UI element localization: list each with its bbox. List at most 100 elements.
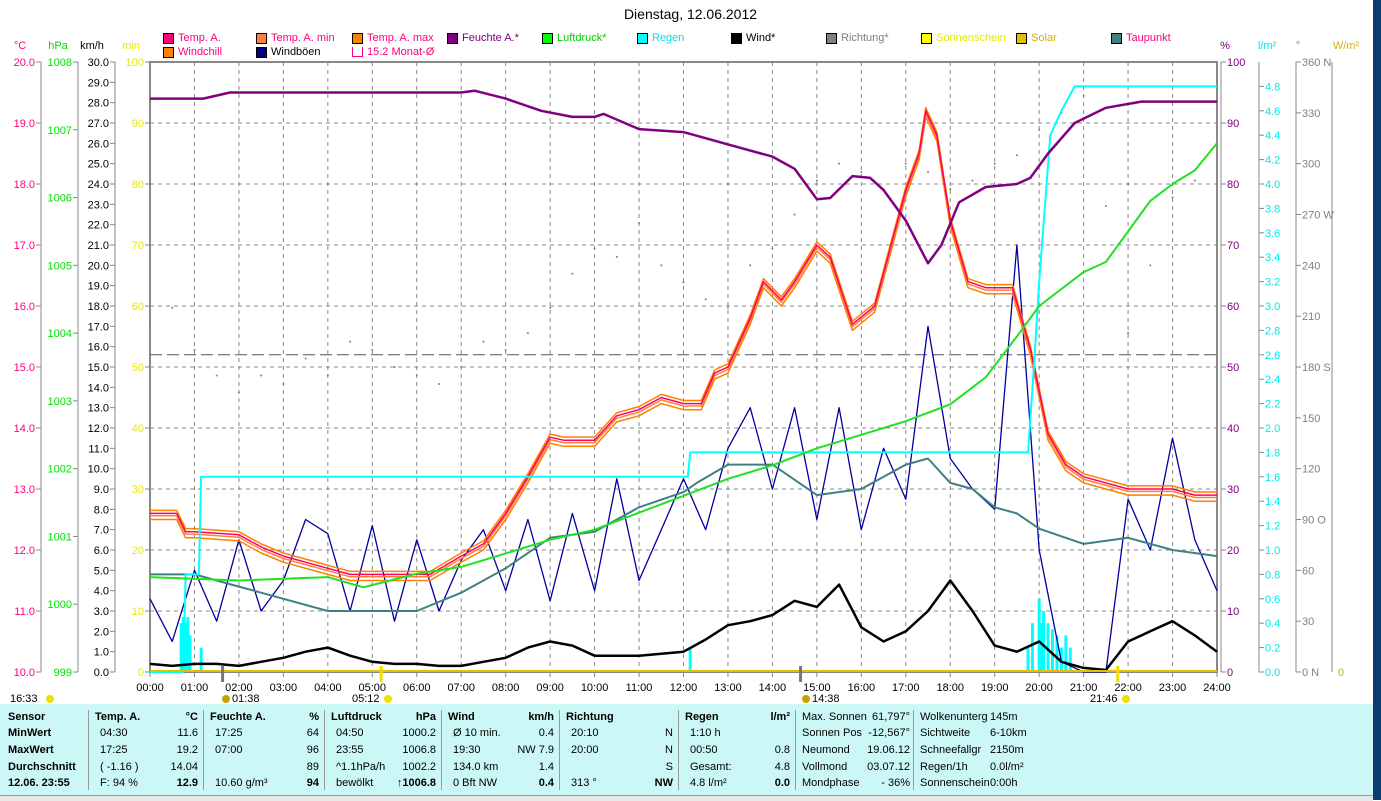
- dir-tick-label: 0 N: [1302, 667, 1319, 679]
- legend-item[interactable]: Windböen: [256, 46, 321, 58]
- direction-dot: [815, 179, 818, 182]
- legend-item[interactable]: Temp. A. max: [352, 32, 434, 44]
- direction-dot: [415, 374, 418, 377]
- rain-bar: [1068, 647, 1072, 672]
- sun-label: Sonnen Pos: [802, 727, 862, 739]
- legend-item[interactable]: Temp. A.: [163, 32, 221, 44]
- wind-tick-label: 2.0: [94, 626, 109, 638]
- legend-item[interactable]: Luftdruck*: [542, 32, 607, 44]
- legend-label: Richtung*: [841, 32, 889, 44]
- legend-item[interactable]: Sonnenschein: [921, 32, 1006, 44]
- sunmin-tick-label: 90: [132, 118, 144, 130]
- legend-swatch: [1111, 32, 1122, 44]
- x-tick-label: 10:00: [581, 682, 609, 694]
- column-cell-value: 1002.2: [402, 761, 436, 773]
- wind-tick-label: 3.0: [94, 606, 109, 618]
- column-cell-label: 0 Bft NW: [453, 777, 498, 789]
- event-time: 05:12: [352, 693, 380, 704]
- legend-item[interactable]: Solar: [1016, 32, 1057, 44]
- column-cell-label: 10.60 g/m³: [215, 777, 268, 789]
- moonset-icon: [802, 695, 810, 703]
- column-cell-label: 1:10 h: [690, 727, 721, 739]
- desktop-background: [1373, 0, 1381, 800]
- x-tick-label: 20:00: [1025, 682, 1053, 694]
- direction-dot: [927, 171, 930, 174]
- wind-tick-label: 6.0: [94, 545, 109, 557]
- event-time: 16:33: [10, 693, 38, 704]
- column-cell-label: Ø 10 min.: [453, 727, 501, 739]
- column-cell-label: 4.8 l/m²: [690, 777, 727, 789]
- x-tick-label: 09:00: [536, 682, 564, 694]
- sunmin-tick-label: 50: [132, 362, 144, 374]
- legend-swatch: [352, 47, 363, 57]
- legend-item[interactable]: Regen: [637, 32, 684, 44]
- x-tick-label: 14:00: [759, 682, 787, 694]
- hum-tick-label: 100: [1227, 57, 1245, 69]
- x-tick-label: 21:00: [1070, 682, 1098, 694]
- direction-dot: [549, 306, 552, 309]
- temp-tick-label: 15.0: [14, 362, 35, 374]
- rain-tick-label: 1.6: [1265, 472, 1280, 484]
- column-cell-value: 14.04: [170, 761, 198, 773]
- legend-item[interactable]: Temp. A. min: [256, 32, 335, 44]
- direction-dot: [949, 188, 952, 191]
- legend-item[interactable]: Richtung*: [826, 32, 889, 44]
- wind-tick-label: 5.0: [94, 565, 109, 577]
- wind-tick-label: 9.0: [94, 484, 109, 496]
- column-cell-value: 11.6: [177, 727, 198, 739]
- rain-tick-label: 1.0: [1265, 545, 1280, 557]
- sunmin-tick-label: 20: [132, 545, 144, 557]
- column-header: Feuchte A.: [210, 711, 266, 723]
- press-axis-unit: hPa: [48, 40, 68, 52]
- rain-bar: [186, 617, 190, 672]
- event-time: 21:46: [1090, 693, 1118, 704]
- rain-tick-label: 0.0: [1265, 667, 1280, 679]
- legend-item[interactable]: Feuchte A.*: [447, 32, 519, 44]
- direction-dot: [526, 332, 529, 335]
- hum-axis-unit: %: [1220, 40, 1230, 52]
- x-tick-label: 16:00: [848, 682, 876, 694]
- x-tick-label: 08:00: [492, 682, 520, 694]
- direction-dot: [660, 264, 663, 267]
- column-cell-label: 20:00: [571, 744, 599, 756]
- wind-tick-label: 28.0: [88, 98, 109, 110]
- press-tick-label: 1002: [48, 464, 72, 476]
- wind-tick-label: 16.0: [88, 342, 109, 354]
- rain-tick-label: 3.0: [1265, 301, 1280, 313]
- rain-bar: [184, 623, 188, 672]
- direction-dot: [1082, 94, 1085, 97]
- windchill-series-line: [150, 116, 1217, 582]
- legend-item[interactable]: Windchill: [163, 46, 222, 58]
- legend-item[interactable]: 15.2 Monat-Ø: [352, 46, 434, 58]
- column-unit: hPa: [415, 711, 436, 723]
- rain-tick-label: 2.8: [1265, 325, 1280, 337]
- legend-label: Windböen: [271, 46, 321, 58]
- direction-dot: [260, 374, 263, 377]
- sensor-row-label: Durchschnitt: [8, 761, 76, 773]
- column-cell-value: 89: [306, 761, 319, 773]
- x-tick-label: 17:00: [892, 682, 920, 694]
- hum-tick-label: 60: [1227, 301, 1239, 313]
- rain-bar: [1064, 635, 1068, 672]
- column-cell-value: 64: [306, 727, 319, 739]
- weather-label: Sichtweite: [920, 727, 971, 739]
- legend-item[interactable]: Taupunkt: [1111, 32, 1171, 44]
- column-cell-value: 0.0: [774, 777, 790, 789]
- dir-tick-label: 30: [1302, 616, 1314, 628]
- sunmin-tick-label: 60: [132, 301, 144, 313]
- gust-series-line: [149, 244, 1218, 673]
- legend-item[interactable]: Wind*: [731, 32, 775, 44]
- chart-title: Dienstag, 12.06.2012: [623, 6, 758, 22]
- rain-tick-label: 2.2: [1265, 399, 1280, 411]
- column-header: Richtung: [566, 711, 614, 723]
- x-tick-label: 12:00: [670, 682, 698, 694]
- sunrise-icon: [384, 695, 392, 703]
- rain-tick-label: 4.0: [1265, 179, 1280, 191]
- rain-bar: [1030, 623, 1034, 672]
- wind-tick-label: 21.0: [88, 240, 109, 252]
- rain-tick-label: 3.6: [1265, 228, 1280, 240]
- x-tick-label: 05:00: [359, 682, 387, 694]
- legend-label: Wind*: [746, 32, 776, 44]
- wind-tick-label: 22.0: [88, 220, 109, 232]
- column-cell-value: 19.2: [176, 744, 198, 756]
